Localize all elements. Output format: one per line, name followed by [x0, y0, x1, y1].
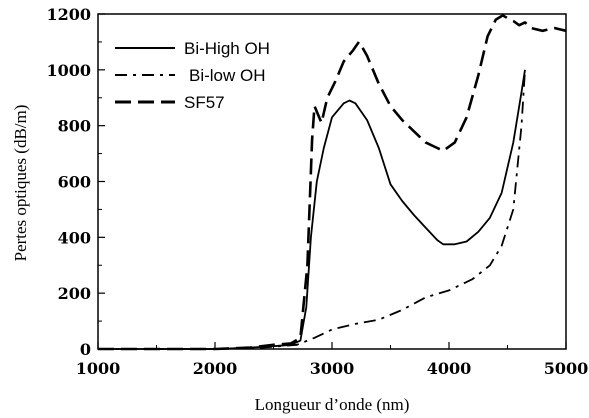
- y-tick-label: 1000: [46, 61, 91, 80]
- y-tick-label: 400: [58, 228, 91, 247]
- y-tick-label: 1200: [46, 5, 91, 24]
- y-tick-label: 200: [58, 284, 91, 303]
- y-tick-label: 600: [58, 173, 91, 192]
- legend-label-bi-low-oh: Bi-low OH: [189, 66, 266, 85]
- x-tick-label: 4000: [427, 359, 472, 378]
- x-axis-title: Longueur d’onde (nm): [255, 395, 410, 414]
- axis-ticks: 1000 2000 3000 4000 5000 0 200 400 600 800 1000 120…: [46, 5, 588, 378]
- legend-label-bi-high-oh: Bi-High OH: [184, 39, 270, 58]
- y-axis-title: Pertes optiques (dB/m): [11, 105, 30, 262]
- x-tick-label: 2000: [193, 359, 238, 378]
- x-tick-label: 3000: [310, 359, 355, 378]
- plot-frame: [97, 13, 567, 350]
- series-line-bi-low-oh: [98, 69, 526, 350]
- legend: Bi-High OH Bi-low OH SF57: [115, 39, 270, 112]
- x-tick-label: 1000: [76, 359, 121, 378]
- series-group: [98, 14, 567, 351]
- legend-label-sf57: SF57: [184, 93, 225, 112]
- series-line-sf57: [98, 14, 567, 351]
- series-line-bi-high-oh: [98, 69, 526, 350]
- y-tick-label: 800: [58, 117, 91, 136]
- y-tick-label: 0: [80, 340, 91, 359]
- x-tick-label: 5000: [544, 359, 589, 378]
